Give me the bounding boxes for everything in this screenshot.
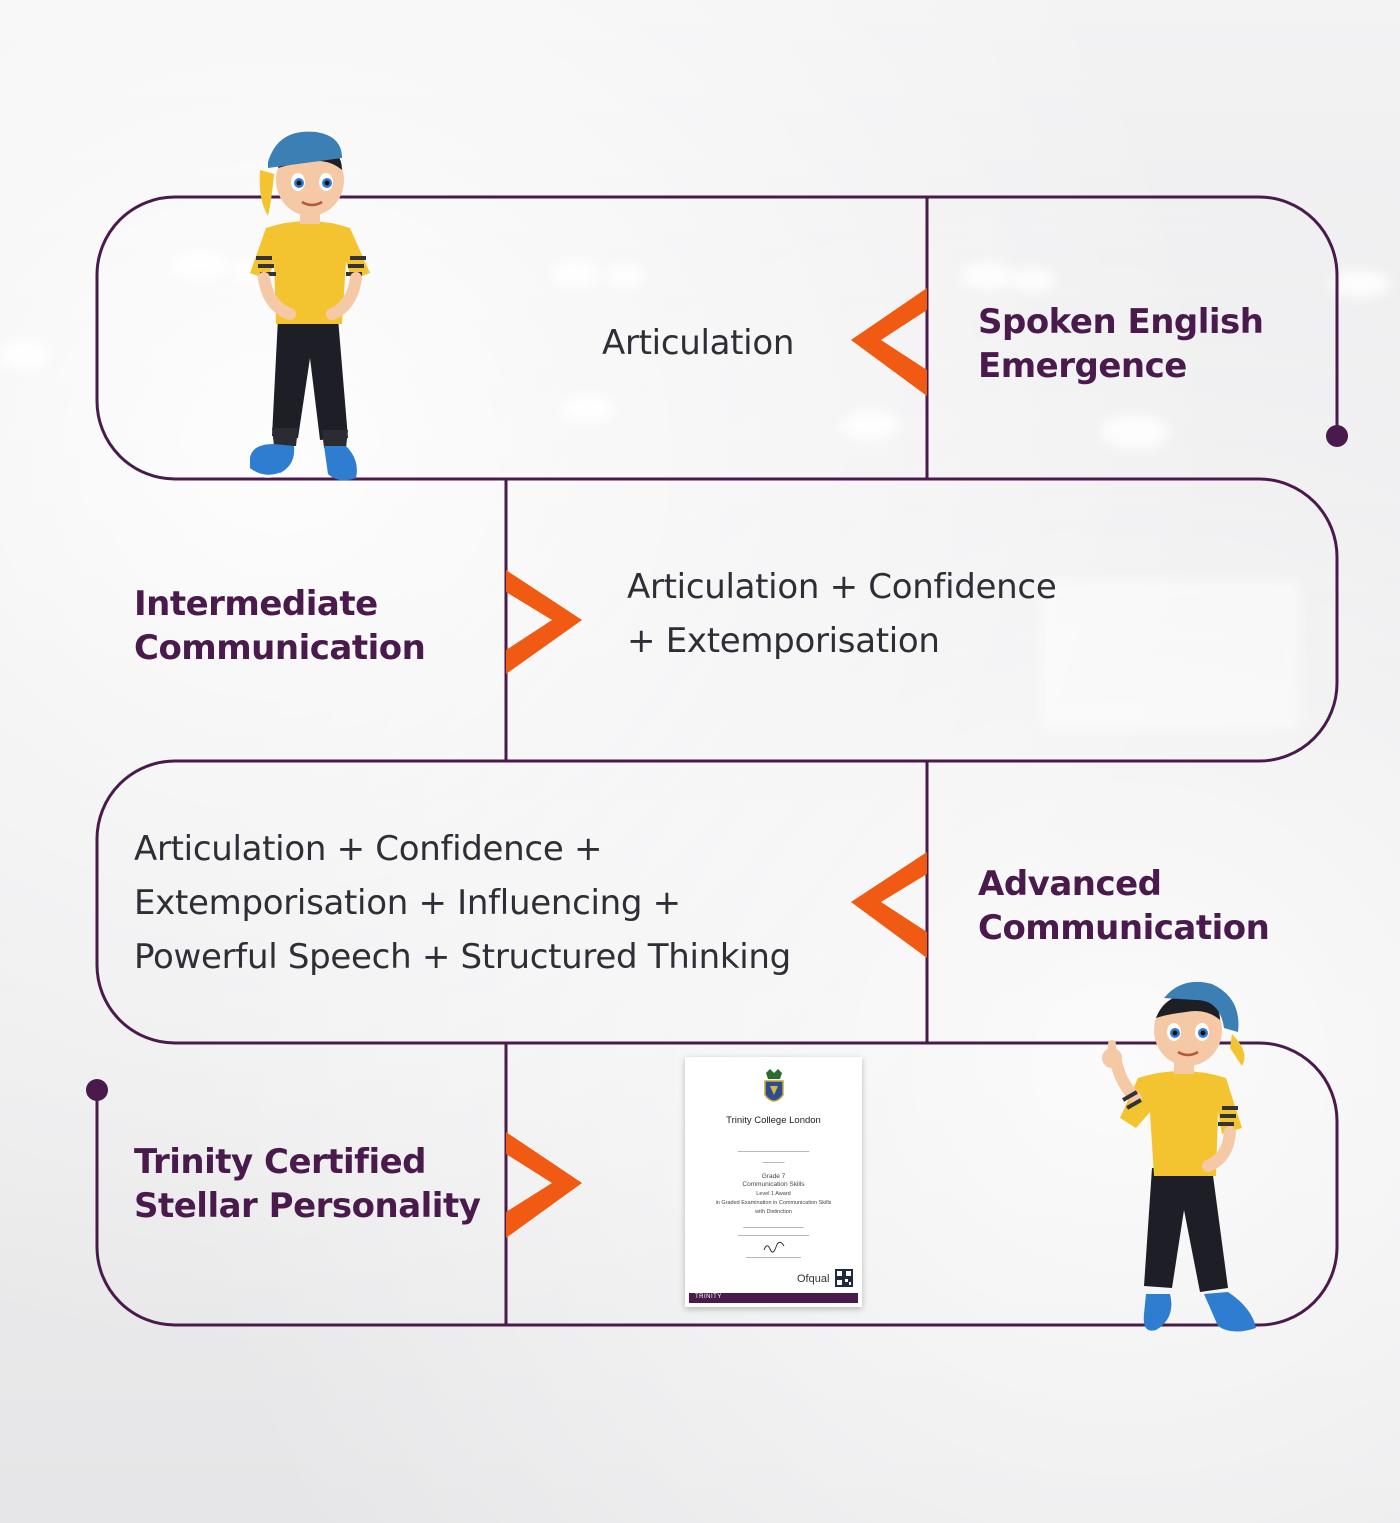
step-3-skills: Articulation + Confidence + Extemporisati… [134,829,791,977]
certificate-regulator: Ofqual [797,1273,830,1285]
boy-thumbs-up-illustration [1102,981,1256,1332]
chevron-arrow-icon-4 [506,1132,582,1238]
certificate-signatory-line: —————————— [746,1255,801,1261]
certificate-awarded-line: ———— [762,1160,785,1166]
certificate-result: with Distinction [755,1209,792,1215]
certificate-name-line: ————————————— [737,1149,810,1155]
signature-icon [763,1241,785,1253]
certificate-detail-line-1: ——————————— [743,1225,804,1231]
step-4-title: Trinity Certified Stellar Personality [134,1142,481,1226]
certificate-footer: TRINITY [689,1293,858,1303]
crest-icon [764,1069,784,1102]
lane-3-outline [95,759,1259,1045]
step-2-title: Intermediate Communication [134,584,426,668]
chevron-arrow-icon-2 [506,570,582,674]
path-end-dot-left [86,1079,108,1101]
path-end-dot-right [1326,425,1348,447]
step-1-title: Spoken English Emergence [978,302,1264,386]
certificate-exam: in Graded Examination in Communication S… [715,1200,832,1206]
step-1-skills: Articulation [602,323,795,363]
certificate-institution: Trinity College London [726,1115,821,1126]
chevron-arrow-icon-1 [851,288,927,396]
step-3-title: Advanced Communication [978,864,1270,948]
step-2-skills: Articulation + Confidence + Extemporisati… [627,567,1057,661]
chevron-arrow-icon-3 [851,852,927,958]
boy-standing-illustration [249,131,370,481]
certificate-image: Trinity College London ————————————— ———… [685,1057,862,1307]
lane-4-outline [95,1041,1339,1327]
certificate-detail-line-2: ————————————— [737,1233,810,1239]
lane-2-outline [175,477,1339,763]
certificate-grade: Grade 7 [761,1173,786,1180]
certificate-level: Level 1 Award [756,1191,791,1197]
qr-code-icon [835,1269,853,1287]
certificate-subject: Communication Skills [742,1181,805,1188]
lane-1-outline [95,195,1339,481]
